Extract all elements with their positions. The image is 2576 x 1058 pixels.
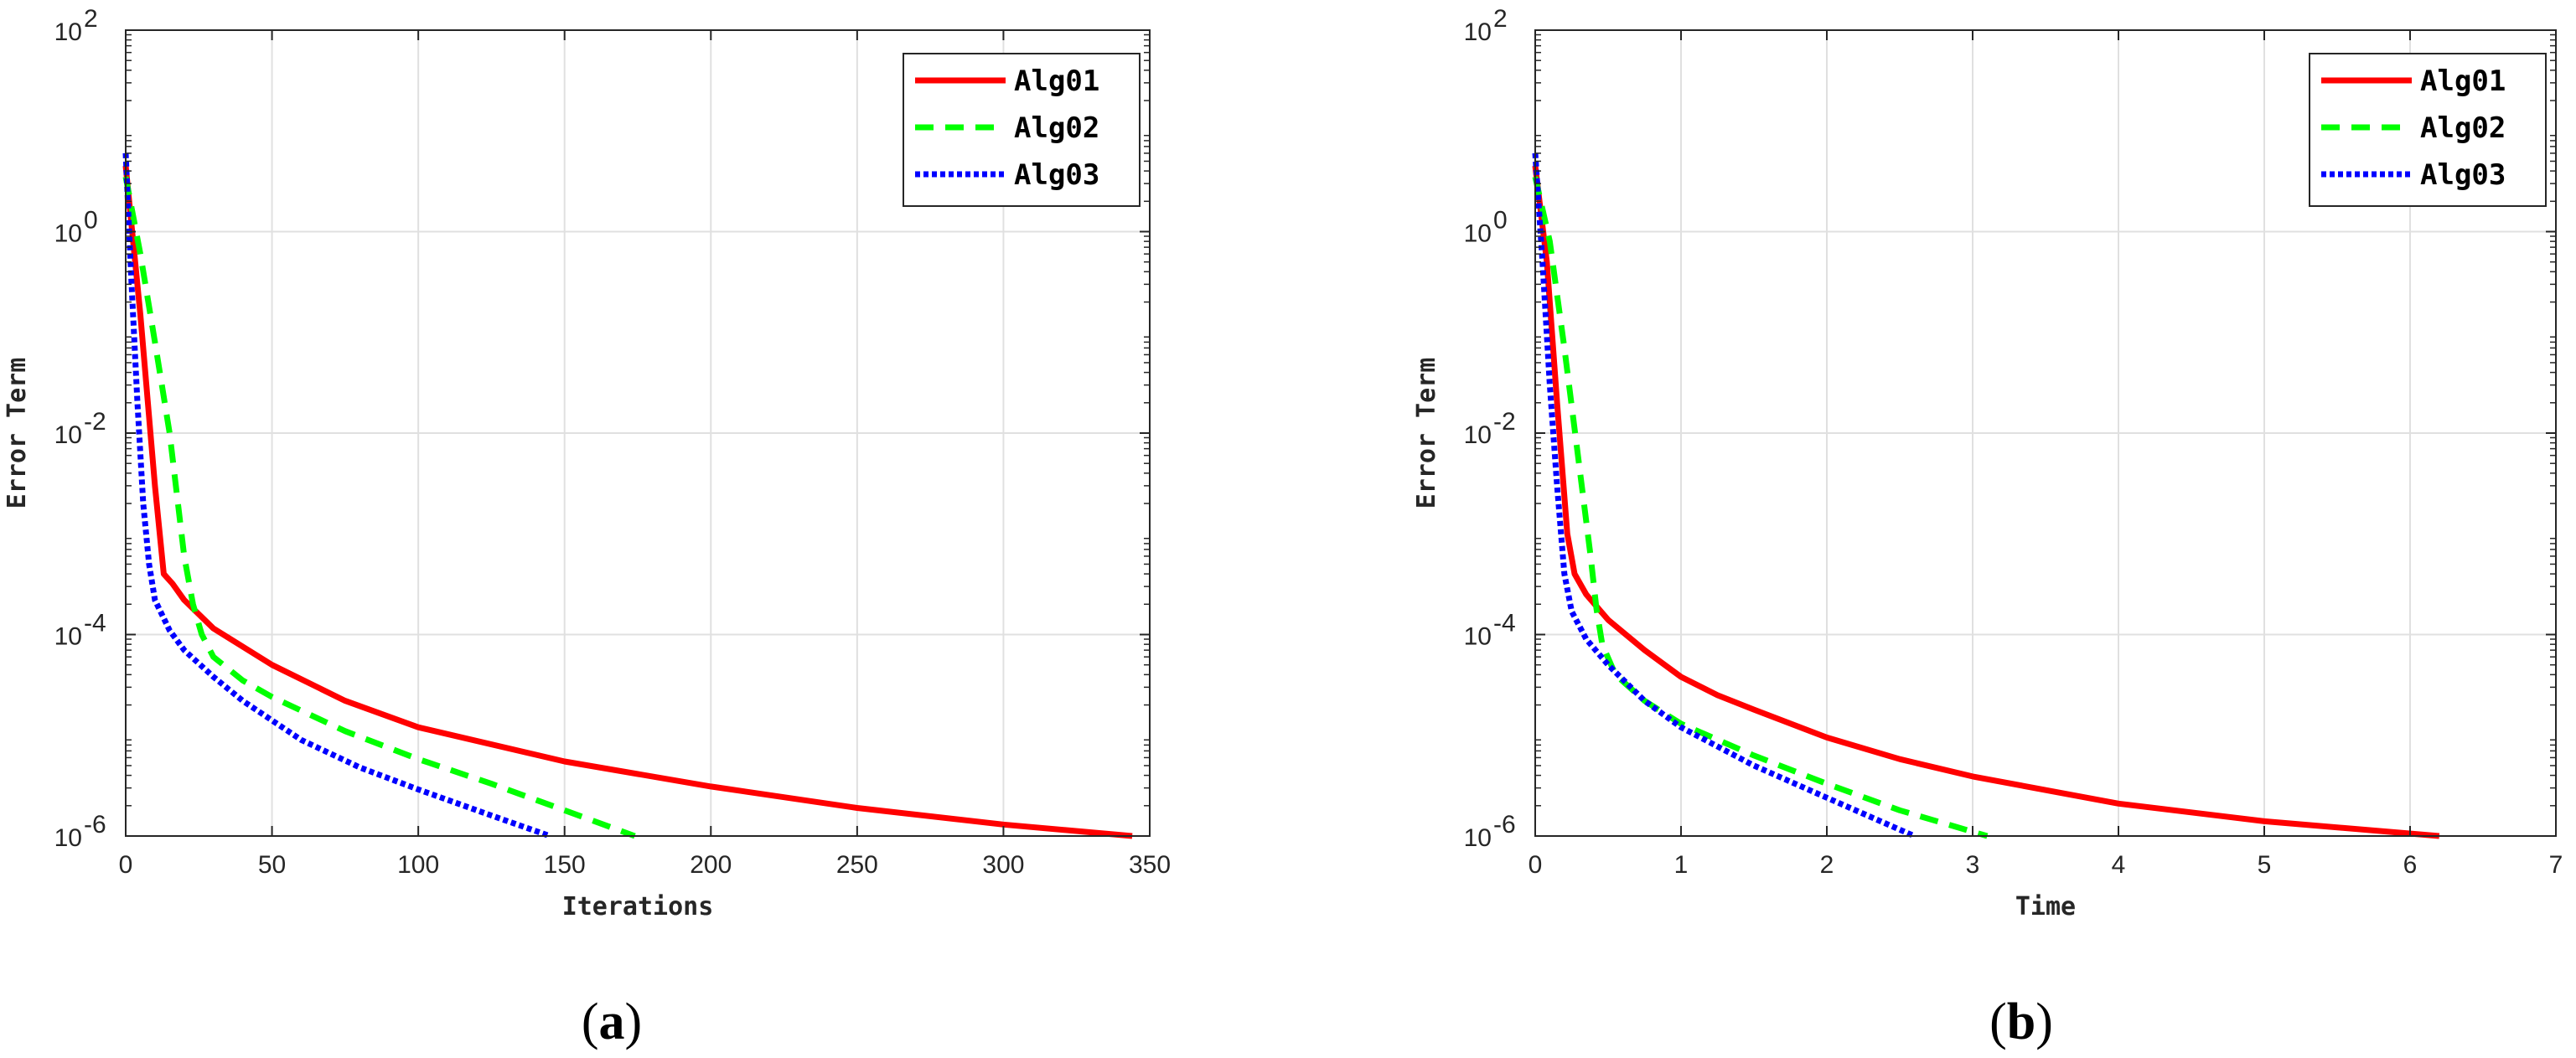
y-tick-label: 10: [1464, 18, 1492, 46]
legend-label-alg01: Alg01: [2420, 65, 2506, 98]
legend-label-alg02: Alg02: [2420, 111, 2506, 145]
y-tick-exponent: -4: [84, 610, 106, 637]
x-tick-label: 150: [544, 851, 586, 879]
x-tick-label: 4: [2112, 851, 2126, 879]
y-tick-label: 10: [54, 623, 82, 651]
panel-caption: (b): [1989, 993, 2053, 1050]
y-tick-exponent: -4: [1493, 610, 1516, 637]
x-tick-label: 250: [836, 851, 878, 879]
x-tick-label: 6: [2403, 851, 2418, 879]
legend: Alg01 Alg02 Alg03: [2309, 53, 2547, 207]
y-axis-label: Error Term: [1412, 358, 1441, 509]
y-tick-label: 10: [54, 220, 82, 248]
series-line-alg03: [122, 152, 551, 839]
x-tick-label: 3: [1966, 851, 1980, 879]
y-tick-exponent: 2: [84, 5, 98, 33]
series-line-alg01: [122, 165, 1133, 839]
panel-caption: (a): [582, 993, 642, 1050]
y-tick-label: 10: [54, 18, 82, 46]
series-line-alg01: [1532, 165, 2440, 839]
y-tick-exponent: -6: [1493, 811, 1516, 839]
x-tick-label: 0: [119, 851, 133, 879]
y-tick-label: 10: [54, 421, 82, 449]
y-tick-exponent: 0: [84, 207, 98, 235]
y-tick-exponent: -6: [84, 811, 106, 839]
x-tick-label: 2: [1820, 851, 1834, 879]
x-axis-label: Iterations: [562, 892, 714, 921]
y-tick-label: 10: [1464, 623, 1492, 651]
x-tick-label: 50: [258, 851, 286, 879]
legend-label-alg01: Alg01: [1014, 65, 1099, 98]
x-tick-label: 350: [1129, 851, 1171, 879]
y-tick-exponent: -2: [84, 408, 106, 436]
legend-label-alg02: Alg02: [1014, 111, 1099, 145]
x-tick-label: 200: [690, 851, 732, 879]
x-tick-label: 300: [982, 851, 1024, 879]
series-line-alg02: [122, 176, 636, 839]
x-tick-label: 0: [1529, 851, 1543, 879]
x-tick-label: 5: [2258, 851, 2272, 879]
y-axis-label: Error Term: [3, 358, 32, 509]
x-tick-label: 7: [2549, 851, 2563, 879]
series-line-alg02: [1532, 176, 1989, 839]
x-tick-label: 1: [1674, 851, 1689, 879]
legend: Alg01 Alg02 Alg03: [903, 53, 1141, 207]
y-tick-exponent: 0: [1493, 207, 1508, 235]
x-axis-label: Time: [2015, 892, 2076, 921]
y-tick-exponent: -2: [1493, 408, 1516, 436]
x-tick-label: 100: [397, 851, 439, 879]
y-tick-label: 10: [1464, 824, 1492, 852]
y-tick-exponent: 2: [1493, 5, 1508, 33]
y-tick-label: 10: [1464, 421, 1492, 449]
legend-label-alg03: Alg03: [1014, 158, 1099, 192]
y-tick-label: 10: [54, 824, 82, 852]
y-tick-label: 10: [1464, 220, 1492, 248]
legend-label-alg03: Alg03: [2420, 158, 2506, 192]
